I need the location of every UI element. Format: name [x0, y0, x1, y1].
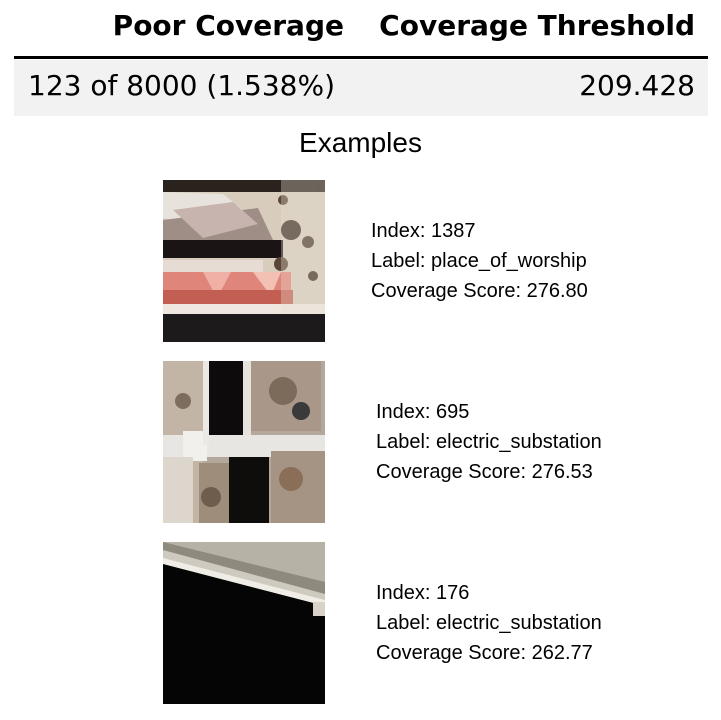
coverage-threshold-value: 209.428: [579, 69, 695, 102]
example-label: Label: electric_substation: [376, 612, 602, 634]
example-index: Index: 176: [376, 582, 470, 604]
poor-coverage-value: 123 of 8000 (1.538%): [28, 69, 336, 102]
example-index: Index: 695: [376, 401, 470, 423]
header-divider: [14, 56, 708, 59]
example-image-176: [163, 542, 325, 704]
example-score: Coverage Score: 276.80: [371, 280, 588, 302]
table-row: 123 of 8000 (1.538%) 209.428: [14, 60, 708, 116]
example-info-1387: Index: 1387 Label: place_of_worship Cove…: [371, 216, 588, 306]
header-poor-coverage: Poor Coverage: [112, 9, 344, 42]
example-score: Coverage Score: 262.77: [376, 642, 593, 664]
example-index: Index: 1387: [371, 220, 476, 242]
example-image-695: [163, 361, 325, 523]
example-label: Label: electric_substation: [376, 431, 602, 453]
example-score: Coverage Score: 276.53: [376, 461, 593, 483]
example-image-1387: [163, 180, 325, 342]
example-info-176: Index: 176 Label: electric_substation Co…: [376, 578, 602, 668]
header-coverage-threshold: Coverage Threshold: [379, 9, 695, 42]
examples-title: Examples: [299, 127, 422, 158]
example-label: Label: place_of_worship: [371, 250, 587, 272]
example-info-695: Index: 695 Label: electric_substation Co…: [376, 397, 602, 487]
